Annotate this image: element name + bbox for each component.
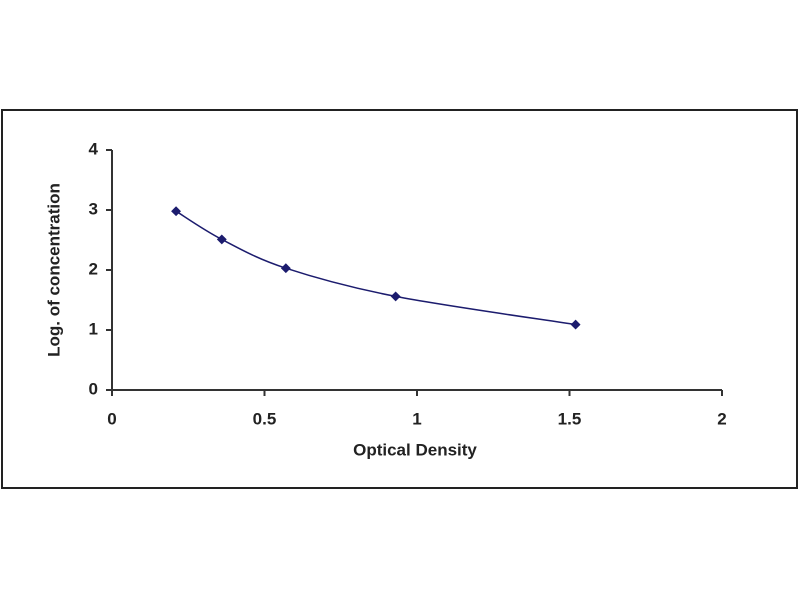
x-tick-label: 0.5 bbox=[253, 409, 277, 428]
x-tick-label: 1.5 bbox=[558, 409, 582, 428]
fit-curve bbox=[175, 210, 576, 326]
x-axis-label: Optical Density bbox=[353, 440, 477, 459]
data-point bbox=[216, 234, 227, 245]
chart-frame bbox=[1, 109, 798, 489]
x-tick-label: 0 bbox=[107, 409, 116, 428]
y-tick-label: 1 bbox=[89, 319, 98, 338]
data-point bbox=[280, 263, 291, 274]
data-point bbox=[171, 206, 181, 217]
y-tick-label: 4 bbox=[89, 139, 99, 158]
y-tick-label: 0 bbox=[89, 379, 98, 398]
x-tick-label: 2 bbox=[717, 409, 726, 428]
x-tick-label: 1 bbox=[412, 409, 421, 428]
data-point bbox=[390, 291, 401, 302]
y-tick-label: 3 bbox=[89, 199, 98, 218]
y-tick-label: 2 bbox=[89, 259, 98, 278]
y-axis-label: Log. of concentration bbox=[44, 183, 63, 357]
data-point bbox=[570, 319, 581, 330]
